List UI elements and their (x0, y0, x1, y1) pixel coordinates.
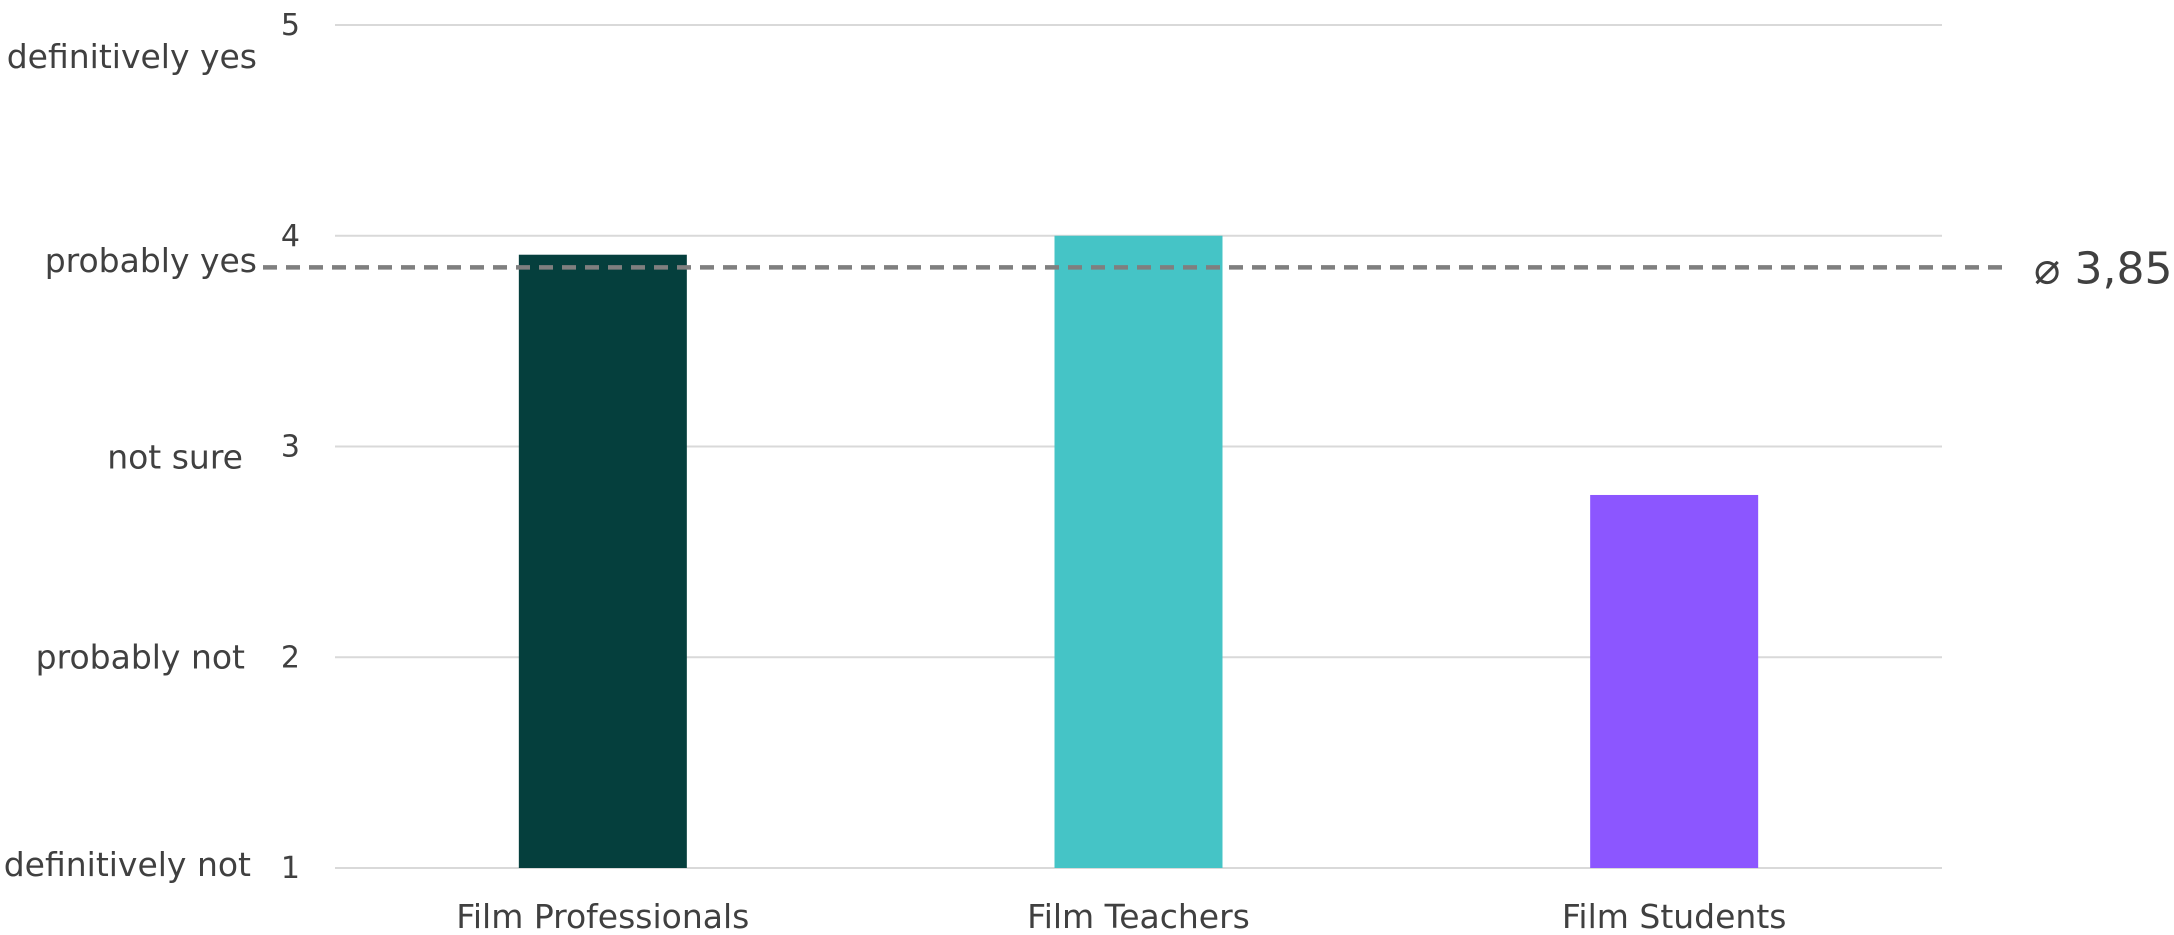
bar-film-professionals (518, 254, 687, 868)
x-category-label: Film Students (1562, 897, 1787, 935)
y-scale-label: not sure (107, 438, 243, 477)
y-axis-scale-labels: definitively yes probably yes not sure prob… (4, 37, 257, 884)
average-line-group: ⌀ 3,85 (263, 243, 2172, 294)
y-tick-label: 1 (281, 851, 300, 886)
y-tick-label: 4 (281, 219, 300, 254)
y-tick-label: 3 (281, 430, 300, 465)
x-axis-labels: Film Professionals Film Teachers Film Stud… (456, 897, 1786, 935)
x-category-label: Film Professionals (456, 897, 749, 935)
y-scale-label: probably not (36, 637, 245, 676)
y-scale-label: definitively yes (7, 37, 257, 76)
y-scale-label: probably yes (45, 241, 257, 280)
bar-film-teachers (1054, 235, 1223, 868)
x-category-label: Film Teachers (1027, 897, 1250, 935)
bar-film-students (1590, 494, 1759, 868)
bars (518, 235, 1759, 868)
y-tick-label: 2 (281, 640, 300, 675)
y-tick-label: 5 (281, 8, 300, 43)
y-axis-ticks: 1 2 3 4 5 (281, 8, 300, 886)
average-label: ⌀ 3,85 (2034, 243, 2172, 294)
y-scale-label: definitively not (4, 845, 251, 884)
